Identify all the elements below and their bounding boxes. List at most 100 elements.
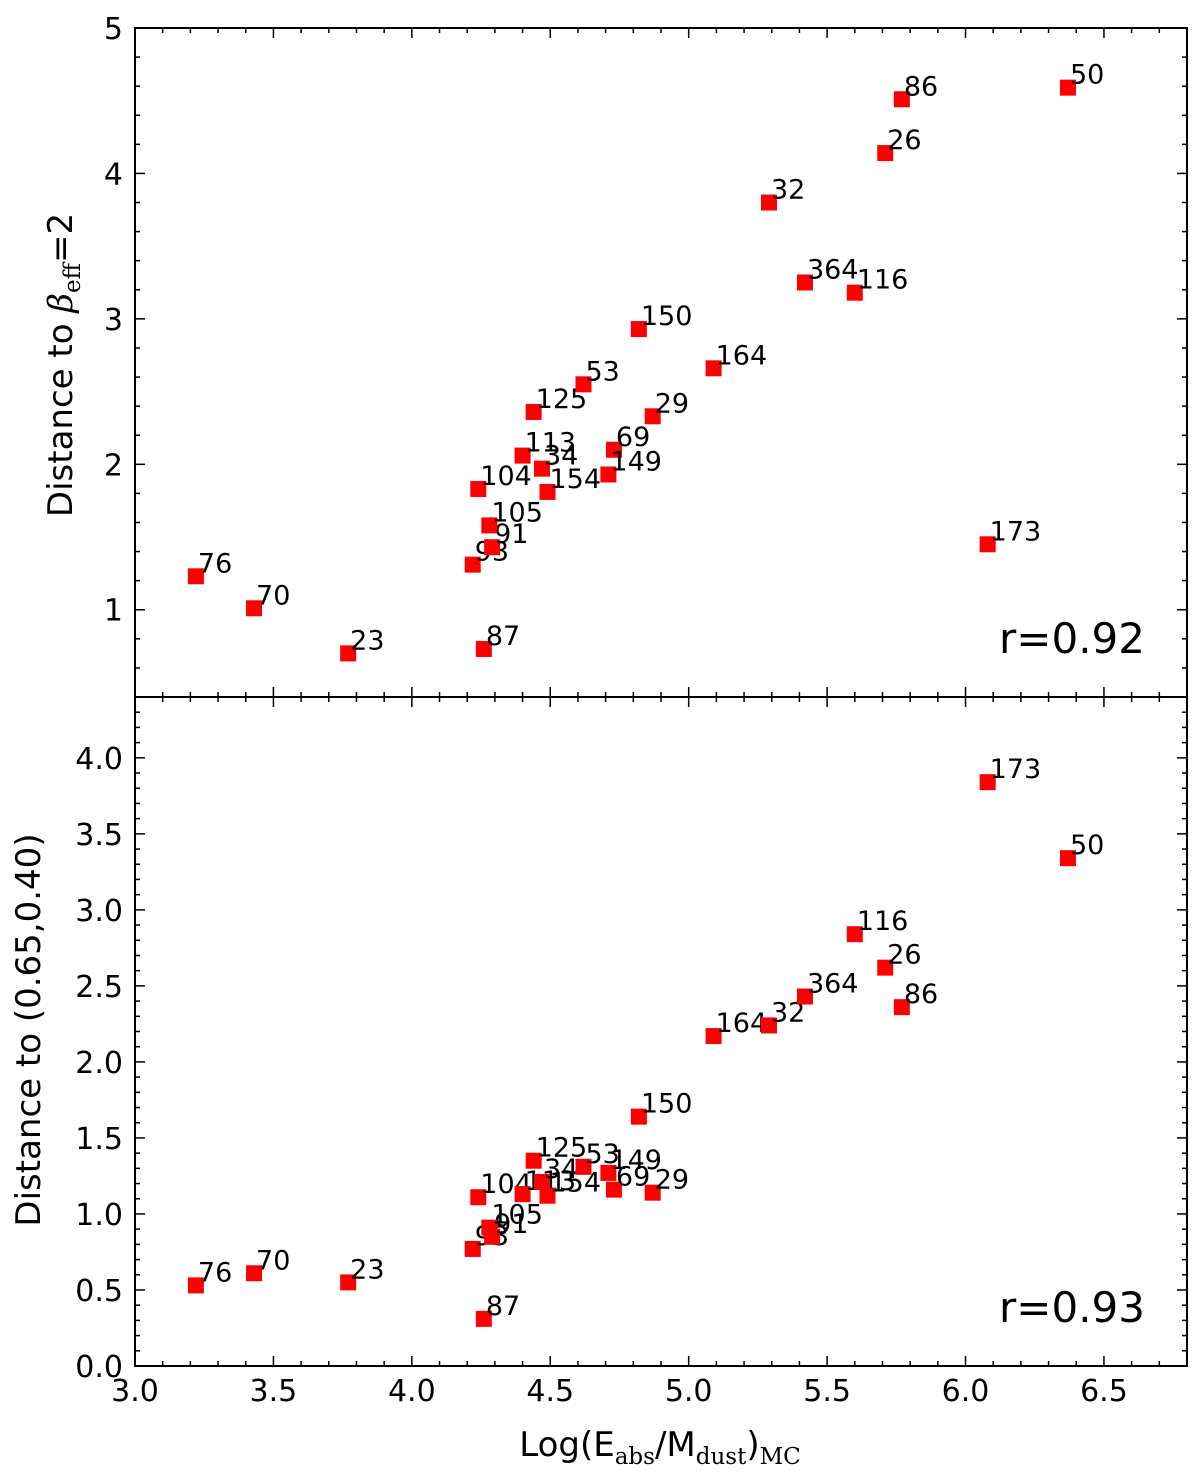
data-point bbox=[600, 466, 617, 483]
plot-frame bbox=[134, 27, 1188, 698]
y-tick-label: 4 bbox=[104, 157, 123, 192]
data-point bbox=[705, 360, 722, 377]
point-label: 34 bbox=[544, 441, 578, 472]
point-label: 29 bbox=[655, 388, 689, 419]
data-point bbox=[1059, 850, 1076, 867]
point-label: 116 bbox=[857, 906, 909, 937]
data-point bbox=[533, 460, 550, 477]
y-tick-label: 2 bbox=[104, 448, 123, 483]
data-point bbox=[533, 1174, 550, 1191]
y-tick-label: 1 bbox=[104, 594, 123, 629]
point-label: 105 bbox=[491, 497, 543, 528]
y-tick-label: 0.5 bbox=[75, 1274, 123, 1309]
data-point bbox=[630, 321, 647, 338]
data-point bbox=[705, 1028, 722, 1045]
point-label: 150 bbox=[641, 301, 693, 332]
data-point bbox=[644, 408, 661, 425]
data-point bbox=[979, 774, 996, 791]
data-point bbox=[484, 539, 501, 556]
point-label: 53 bbox=[585, 1139, 619, 1170]
point-label: 70 bbox=[256, 1245, 290, 1276]
point-label: 76 bbox=[198, 1257, 232, 1288]
point-label: 154 bbox=[549, 1168, 601, 1199]
data-point bbox=[340, 1274, 357, 1291]
point-label: 69 bbox=[616, 422, 650, 453]
data-point bbox=[246, 1265, 263, 1282]
data-point bbox=[605, 1181, 622, 1198]
point-label: 125 bbox=[536, 1133, 588, 1164]
x-tick-label: 4.5 bbox=[526, 1374, 574, 1409]
bottom-y-axis-title: Distance to (0.65,0.40) bbox=[9, 833, 49, 1226]
point-label: 53 bbox=[585, 356, 619, 387]
data-point bbox=[979, 536, 996, 553]
point-label: 87 bbox=[486, 621, 520, 652]
point-label: 364 bbox=[807, 255, 859, 286]
data-point bbox=[246, 600, 263, 617]
point-label: 23 bbox=[350, 625, 384, 656]
data-point bbox=[575, 1158, 592, 1175]
point-label: 29 bbox=[655, 1165, 689, 1196]
data-point bbox=[796, 988, 813, 1005]
top-panel: 1234576702387939110510411334154125536914… bbox=[104, 12, 1188, 698]
x-tick-label: 3.5 bbox=[250, 1374, 298, 1409]
y-tick-label: 2.0 bbox=[75, 1046, 123, 1081]
data-point bbox=[605, 441, 622, 458]
x-axis-title: Log(Eabs/Mdust)MC bbox=[519, 1425, 801, 1470]
y-tick-label: 1.0 bbox=[75, 1198, 123, 1233]
x-tick-label: 5.5 bbox=[803, 1374, 851, 1409]
point-label: 113 bbox=[525, 428, 577, 459]
y-tick-label: 4.0 bbox=[75, 742, 123, 777]
y-tick-label: 3 bbox=[104, 303, 123, 338]
data-point bbox=[575, 376, 592, 393]
y-tick-label: 1.5 bbox=[75, 1122, 123, 1157]
data-point bbox=[514, 1186, 531, 1203]
data-point bbox=[340, 645, 357, 662]
point-label: 87 bbox=[486, 1291, 520, 1322]
point-label: 164 bbox=[716, 340, 768, 371]
plot-frame bbox=[134, 696, 1188, 1367]
point-label: 149 bbox=[610, 446, 662, 477]
point-label: 70 bbox=[256, 580, 290, 611]
x-tick-label: 6.5 bbox=[1080, 1374, 1128, 1409]
point-label: 154 bbox=[549, 464, 601, 495]
data-point bbox=[760, 194, 777, 211]
data-point bbox=[187, 568, 204, 585]
data-point bbox=[796, 274, 813, 291]
data-point bbox=[877, 145, 894, 162]
x-tick-label: 3.0 bbox=[111, 1374, 159, 1409]
data-point bbox=[877, 959, 894, 976]
data-point bbox=[539, 483, 556, 500]
data-point bbox=[475, 1310, 492, 1327]
y-tick-label: 5 bbox=[104, 12, 123, 47]
point-label: 26 bbox=[887, 940, 921, 971]
data-point bbox=[514, 447, 531, 464]
data-point bbox=[1059, 79, 1076, 96]
x-tick-label: 5.0 bbox=[665, 1374, 713, 1409]
x-tick-label: 4.0 bbox=[388, 1374, 436, 1409]
point-label: 86 bbox=[904, 71, 938, 102]
data-point bbox=[525, 403, 542, 420]
data-point bbox=[539, 1187, 556, 1204]
point-label: 50 bbox=[1070, 60, 1104, 91]
data-point bbox=[600, 1164, 617, 1181]
data-point bbox=[644, 1184, 661, 1201]
data-point bbox=[481, 517, 498, 534]
data-point bbox=[187, 1277, 204, 1294]
data-point bbox=[630, 1108, 647, 1125]
data-point bbox=[470, 481, 487, 498]
point-label: 91 bbox=[494, 1209, 528, 1240]
data-point bbox=[893, 91, 910, 108]
point-label: 116 bbox=[857, 265, 909, 296]
point-label: 150 bbox=[641, 1089, 693, 1120]
point-label: 173 bbox=[990, 754, 1042, 785]
correlation-annotation: r=0.93 bbox=[999, 1283, 1145, 1332]
y-tick-label: 3.0 bbox=[75, 894, 123, 929]
data-point bbox=[470, 1189, 487, 1206]
point-label: 23 bbox=[350, 1254, 384, 1285]
point-label: 173 bbox=[990, 516, 1042, 547]
point-label: 32 bbox=[771, 175, 805, 206]
data-point bbox=[475, 641, 492, 658]
point-label: 76 bbox=[198, 548, 232, 579]
